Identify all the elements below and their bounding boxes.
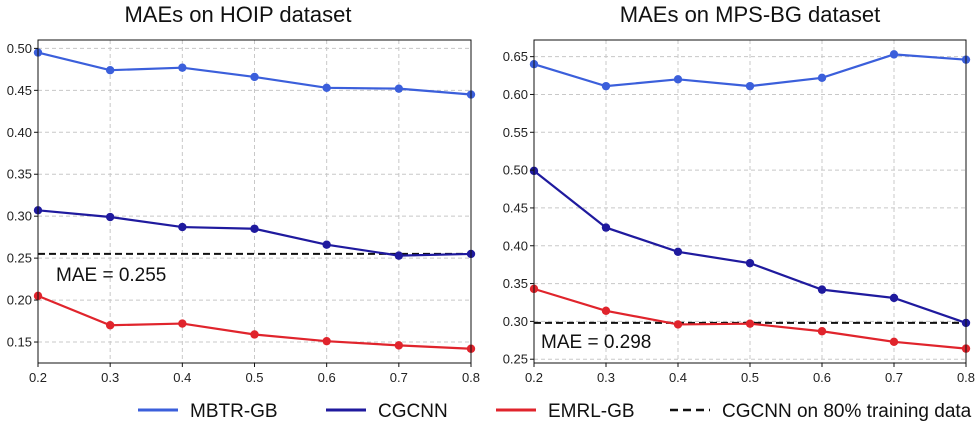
- hoip-point-cgcnn-5: [394, 251, 404, 260]
- hoip-y-tick-label-7: 0.50: [7, 41, 32, 56]
- hoip-point-mbtr-gb-5: [394, 84, 404, 93]
- hoip-x-ticks: 0.2 0.3 0.4 0.5 0.6 0.7 0.8: [29, 363, 480, 385]
- hoip-y-tick-label-1: 0.20: [7, 293, 32, 308]
- mpsbg-y-tick-label-5: 0.50: [503, 163, 528, 178]
- mpsbg-point-emrl-gb-2: [673, 320, 683, 329]
- mpsbg-y-tick-label-0: 0.25: [503, 352, 528, 367]
- mpsbg-point-emrl-gb-5: [889, 337, 899, 347]
- mpsbg-x-tick-label-5: 0.7: [885, 370, 903, 385]
- legend-item-cgcnn: CGCNN: [326, 401, 448, 422]
- mpsbg-point-cgcnn-2: [673, 247, 683, 257]
- hoip-y-tick-label-0: 0.15: [7, 335, 32, 350]
- mpsbg-point-mbtr-gb-2: [673, 75, 683, 84]
- hoip-point-emrl-gb-5: [394, 341, 404, 350]
- mpsbg-mae-annotation: MAE = 0.298: [541, 332, 651, 353]
- mpsbg-x-tick-label-1: 0.3: [597, 370, 615, 385]
- mpsbg-y-tick-label-4: 0.45: [503, 200, 528, 215]
- mpsbg-x-tick-label-4: 0.6: [813, 370, 831, 385]
- hoip-point-mbtr-gb-2: [178, 63, 187, 72]
- mpsbg-point-mbtr-gb-4: [817, 73, 827, 83]
- hoip-y-ticks: 0.15 0.20 0.25 0.30 0.35 0.40 0.45 0.50: [7, 41, 38, 350]
- legend-label-mbtr-gb: MBTR-GB: [190, 401, 278, 422]
- hoip-point-cgcnn-2: [178, 222, 187, 232]
- hoip-x-tick-label-5: 0.7: [390, 370, 408, 385]
- hoip-y-tick-label-6: 0.45: [7, 83, 32, 98]
- hoip-x-tick-label-6: 0.8: [462, 370, 480, 385]
- hoip-panel: MAEs on HOIP dataset 0.15 0.20 0.25 0.30 0.3…: [7, 2, 480, 385]
- mpsbg-point-mbtr-gb-1: [601, 81, 611, 91]
- hoip-y-tick-label-3: 0.30: [7, 209, 32, 224]
- legend-item-cgcnn-80: CGCNN on 80% training data: [670, 401, 972, 422]
- mpsbg-y-tick-label-1: 0.30: [503, 314, 528, 329]
- legend-label-cgcnn: CGCNN: [378, 401, 448, 422]
- mpsbg-point-cgcnn-5: [889, 293, 899, 303]
- hoip-point-emrl-gb-3: [250, 330, 259, 339]
- mpsbg-x-tick-label-0: 0.2: [525, 370, 543, 385]
- mpsbg-panel: MAEs on MPS-BG dataset 0.250.300.350.400…: [503, 2, 975, 385]
- mpsbg-point-mbtr-gb-5: [889, 50, 899, 59]
- mpsbg-y-tick-label-2: 0.35: [503, 276, 528, 291]
- mpsbg-point-mbtr-gb-3: [745, 81, 755, 91]
- hoip-y-tick-label-4: 0.35: [7, 167, 32, 182]
- hoip-y-tick-label-5: 0.40: [7, 125, 32, 140]
- mpsbg-x-tick-label-6: 0.8: [957, 370, 975, 385]
- hoip-x-tick-label-1: 0.3: [101, 370, 119, 385]
- hoip-point-emrl-gb-4: [322, 336, 331, 346]
- hoip-point-emrl-gb-1: [105, 321, 115, 330]
- mpsbg-x-ticks: 0.2 0.3 0.4 0.5 0.6 0.7 0.8: [525, 363, 975, 385]
- hoip-y-tick-label-2: 0.25: [7, 251, 32, 266]
- mpsbg-point-cgcnn-4: [817, 285, 827, 294]
- mpsbg-x-tick-label-3: 0.5: [741, 370, 759, 385]
- legend-label-emrl-gb: EMRL-GB: [548, 401, 635, 422]
- mpsbg-point-emrl-gb-1: [601, 306, 611, 316]
- mpsbg-y-tick-label-8: 0.65: [503, 49, 528, 64]
- hoip-point-cgcnn-4: [322, 240, 331, 249]
- legend: MBTR-GB CGCNN EMRL-GB CGCNN on 80% train…: [138, 401, 972, 422]
- legend-label-cgcnn-80: CGCNN on 80% training data: [722, 401, 972, 422]
- hoip-point-mbtr-gb-4: [322, 83, 331, 93]
- mpsbg-y-tick-label-7: 0.60: [503, 87, 528, 102]
- hoip-mae-annotation: MAE = 0.255: [56, 265, 166, 286]
- hoip-point-mbtr-gb-1: [105, 66, 115, 75]
- legend-item-mbtr-gb: MBTR-GB: [138, 401, 278, 422]
- mpsbg-point-emrl-gb-3: [745, 319, 755, 328]
- mpsbg-y-ticks: 0.25 0.30 0.35 0.40 0.45 0.50 0.55 0.60 0.65: [503, 49, 534, 367]
- mpsbg-point-emrl-gb-4: [817, 327, 827, 336]
- mpsbg-point-cgcnn-3: [745, 258, 755, 268]
- hoip-point-mbtr-gb-3: [250, 72, 259, 82]
- hoip-x-tick-label-0: 0.2: [29, 370, 47, 385]
- hoip-x-tick-label-3: 0.5: [245, 370, 263, 385]
- hoip-title: MAEs on HOIP dataset: [124, 2, 351, 27]
- mpsbg-y-tick-label-3: 0.40: [503, 238, 528, 253]
- mpsbg-y-tick-label-6: 0.55: [503, 125, 528, 140]
- mpsbg-title: MAEs on MPS-BG dataset: [620, 2, 880, 27]
- mpsbg-point-cgcnn-1: [601, 223, 611, 232]
- hoip-point-cgcnn-1: [105, 212, 115, 222]
- hoip-point-emrl-gb-2: [178, 319, 187, 328]
- hoip-point-cgcnn-3: [250, 224, 259, 233]
- mpsbg-x-tick-label-2: 0.4: [669, 370, 687, 385]
- legend-item-emrl-gb: EMRL-GB: [496, 401, 635, 422]
- hoip-x-tick-label-4: 0.6: [318, 370, 336, 385]
- hoip-x-tick-label-2: 0.4: [173, 370, 191, 385]
